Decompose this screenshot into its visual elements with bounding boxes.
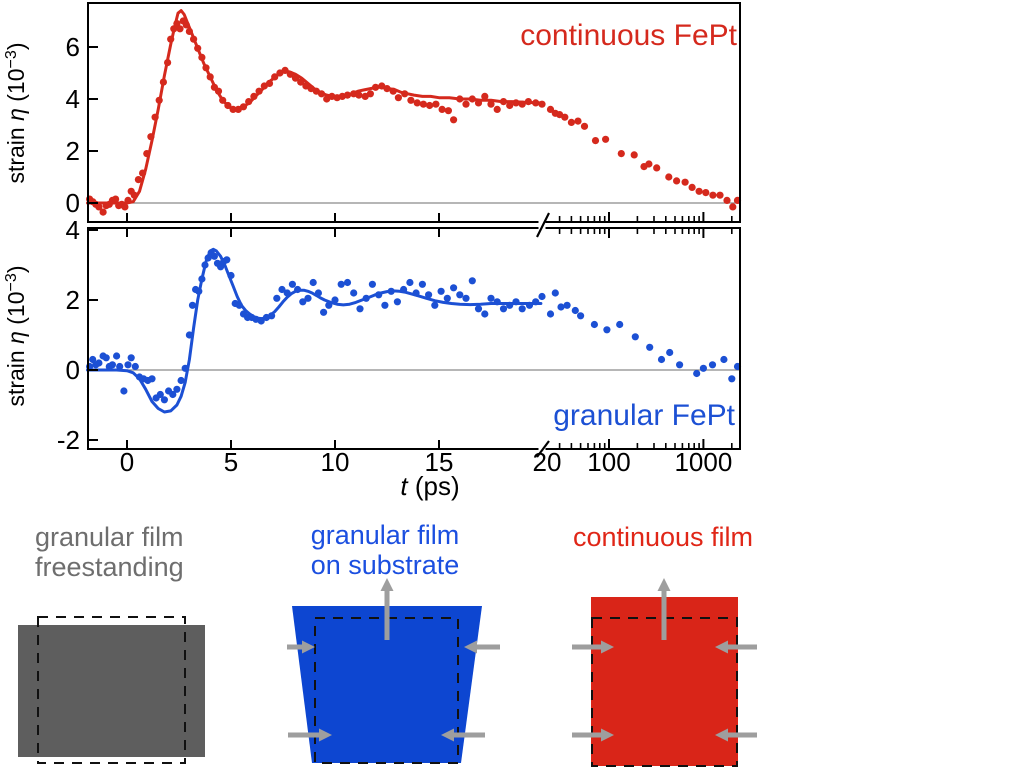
granular-series-label: granular FePt bbox=[553, 399, 735, 432]
granular-substrate-film-panel bbox=[287, 578, 500, 764]
strain-arrow-head bbox=[715, 640, 728, 654]
x-tick-label: 5 bbox=[224, 447, 238, 477]
x-axis-label: t (ps) bbox=[400, 471, 459, 501]
continuous-film-panel bbox=[572, 578, 757, 767]
y-tick-label: 0 bbox=[66, 188, 80, 218]
granular-plot-frame bbox=[87, 227, 741, 450]
continuous-film-title: continuous film bbox=[556, 522, 770, 552]
freestanding-film-title: granular film freestanding bbox=[35, 522, 265, 582]
y-tick-label: 0 bbox=[66, 355, 80, 385]
x-tick-label: 10 bbox=[321, 447, 350, 477]
granular-substrate-film-title: granular film on substrate bbox=[280, 520, 490, 580]
strain-arrow-head bbox=[715, 728, 728, 742]
y-tick-label: -2 bbox=[57, 425, 80, 455]
film-schematic-diagram bbox=[18, 578, 757, 767]
panel-continuous: 0 2 4 6 continuous FePt strain η (10−3) bbox=[2, 2, 742, 223]
y-tick-label: 4 bbox=[66, 215, 80, 245]
continuous-data-points bbox=[86, 17, 742, 216]
strain-arrow-head bbox=[601, 728, 614, 742]
x-tick-label: 1000 bbox=[674, 447, 732, 477]
strain-vs-time-plots: 0 2 4 6 continuous FePt strain η (10−3) -2 0 2 4 g… bbox=[2, 2, 742, 501]
granular-fit-line bbox=[86, 247, 543, 414]
y-tick-label: 2 bbox=[66, 285, 80, 315]
panel-granular: -2 0 2 4 granular FePt strain η (10−3) bbox=[2, 215, 742, 455]
strain-arrow-head bbox=[319, 728, 332, 742]
y-axis-label-continuous: strain η (10−3) bbox=[2, 42, 29, 183]
x-tick-label: 100 bbox=[587, 447, 630, 477]
granular-substrate-film-shape bbox=[292, 606, 482, 763]
strain-arrow-head bbox=[464, 640, 477, 654]
x-axis-labels: 0 5 10 15 20 100 1000 t (ps) bbox=[120, 447, 733, 501]
granular-data-points bbox=[86, 249, 742, 404]
continuous-series-label: continuous FePt bbox=[520, 19, 737, 52]
y-axis-label-granular: strain η (10−3) bbox=[2, 265, 29, 406]
axis-break-mark bbox=[536, 212, 550, 238]
y-tick-label: 2 bbox=[66, 136, 80, 166]
freestanding-film-title-line2: freestanding bbox=[35, 552, 184, 582]
continuous-plot-frame bbox=[87, 2, 741, 223]
y-tick-label: 6 bbox=[66, 32, 80, 62]
strain-arrow-head bbox=[302, 640, 315, 654]
axis-break-mark bbox=[536, 440, 550, 458]
strain-arrow-head bbox=[380, 578, 394, 591]
strain-arrow-head bbox=[441, 728, 454, 742]
x-tick-label: 15 bbox=[425, 447, 454, 477]
strain-arrow-head bbox=[657, 578, 671, 591]
x-tick-label-break: 20 bbox=[533, 447, 562, 477]
freestanding-film-shape bbox=[18, 625, 205, 757]
strain-arrow-head bbox=[601, 640, 614, 654]
freestanding-film-title-line1: granular film bbox=[35, 522, 184, 552]
continuous-fit-line bbox=[86, 9, 543, 205]
x-tick-label: 0 bbox=[120, 447, 134, 477]
granular-substrate-title-line1: granular film bbox=[310, 520, 460, 550]
original-shape-dashed-outline bbox=[37, 616, 186, 764]
y-tick-label: 4 bbox=[66, 84, 80, 114]
freestanding-film-panel bbox=[18, 616, 205, 764]
granular-substrate-title-line2: on substrate bbox=[310, 550, 460, 580]
continuous-film-title-line1: continuous film bbox=[572, 522, 754, 552]
